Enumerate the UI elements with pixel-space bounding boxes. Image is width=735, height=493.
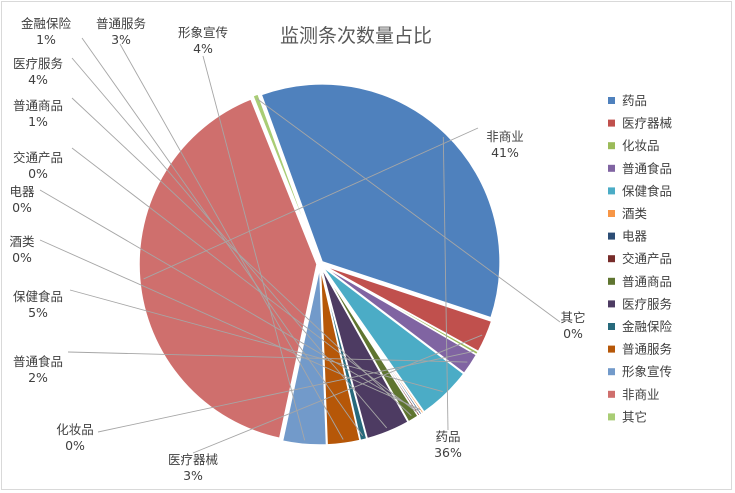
data-label-percent-9: 4% <box>28 72 48 87</box>
legend-swatch-7 <box>608 255 615 263</box>
data-label-name-4: 保健食品 <box>13 289 63 304</box>
data-label-percent-6: 0% <box>12 200 32 215</box>
data-label-percent-0: 36% <box>434 445 462 460</box>
leader-line-4 <box>69 289 443 393</box>
data-label-percent-7: 0% <box>28 166 48 181</box>
data-label-percent-12: 4% <box>193 41 213 56</box>
data-label-percent-14: 0% <box>563 326 583 341</box>
data-label-name-9: 医疗服务 <box>13 56 63 71</box>
legend-label-14: 其它 <box>622 409 647 424</box>
legend-swatch-1 <box>608 119 615 127</box>
legend-label-10: 金融保险 <box>622 319 673 334</box>
data-label-name-12: 形象宣传 <box>178 25 228 40</box>
leader-line-12 <box>202 55 306 441</box>
legend-label-13: 非商业 <box>622 387 660 402</box>
leader-line-2 <box>97 350 475 433</box>
legend-label-5: 酒类 <box>622 206 648 221</box>
data-label-percent-11: 3% <box>111 32 131 47</box>
legend-swatch-5 <box>608 210 615 217</box>
data-label-percent-5: 0% <box>12 250 32 265</box>
legend-swatch-6 <box>608 232 615 240</box>
data-label-name-13: 非商业 <box>486 129 524 144</box>
data-label-percent-3: 2% <box>28 370 48 385</box>
legend-swatch-9 <box>608 300 615 308</box>
legend-swatch-3 <box>608 164 615 172</box>
data-label-percent-13: 41% <box>491 145 519 160</box>
legend-label-4: 保健食品 <box>622 183 672 198</box>
legend-label-9: 医疗服务 <box>622 296 672 311</box>
legend-label-12: 形象宣传 <box>622 364 672 379</box>
slice-14 <box>251 92 320 262</box>
legend-swatch-14 <box>608 413 615 421</box>
leader-line-13 <box>143 127 479 280</box>
legend-swatch-12 <box>608 368 615 376</box>
legend-swatch-4 <box>608 187 615 195</box>
legend-label-3: 普通食品 <box>622 161 672 176</box>
chart-title: 监测条次数量占比 <box>280 25 432 47</box>
data-label-name-3: 普通食品 <box>13 354 63 369</box>
data-label-percent-8: 1% <box>28 114 48 129</box>
legend-label-7: 交通产品 <box>622 251 672 266</box>
legend-label-8: 普通商品 <box>622 274 672 289</box>
data-label-name-6: 电器 <box>9 184 35 199</box>
leader-line-5 <box>39 239 421 411</box>
legend-label-0: 药品 <box>622 93 647 108</box>
data-label-percent-4: 5% <box>28 305 48 320</box>
slice-0 <box>260 83 501 319</box>
data-label-name-14: 其它 <box>560 310 585 325</box>
leader-line-6 <box>39 189 419 412</box>
data-label-name-5: 酒类 <box>9 234 35 249</box>
leader-line-1 <box>192 334 483 454</box>
legend-label-2: 化妆品 <box>622 138 660 153</box>
data-label-percent-2: 0% <box>65 438 85 453</box>
leader-line-14 <box>256 98 561 323</box>
data-label-name-7: 交通产品 <box>13 150 63 165</box>
data-label-name-10: 金融保险 <box>21 16 72 31</box>
data-label-percent-10: 1% <box>36 32 56 47</box>
legend-swatch-8 <box>608 277 615 285</box>
leader-line-11 <box>119 43 344 440</box>
data-label-name-2: 化妆品 <box>56 422 94 437</box>
legend-swatch-13 <box>608 390 615 398</box>
data-label-name-1: 医疗器械 <box>168 452 219 467</box>
legend-swatch-11 <box>608 345 615 353</box>
leader-line-7 <box>71 147 418 413</box>
legend-label-1: 医疗器械 <box>622 116 673 131</box>
leader-line-9 <box>71 57 388 429</box>
leader-line-3 <box>67 351 468 363</box>
data-label-name-11: 普通服务 <box>96 16 146 31</box>
legend-label-11: 普通服务 <box>622 342 672 357</box>
slice-13 <box>138 97 318 440</box>
legend-swatch-0 <box>608 97 615 104</box>
leader-line-10 <box>81 37 364 437</box>
data-label-name-0: 药品 <box>435 429 460 444</box>
legend-swatch-2 <box>608 142 615 150</box>
slice-12 <box>281 266 328 446</box>
legend-swatch-10 <box>608 323 615 330</box>
leader-line-0 <box>442 137 449 431</box>
data-label-percent-1: 3% <box>183 468 203 483</box>
data-label-name-8: 普通商品 <box>13 98 63 113</box>
legend-label-6: 电器 <box>622 229 648 244</box>
